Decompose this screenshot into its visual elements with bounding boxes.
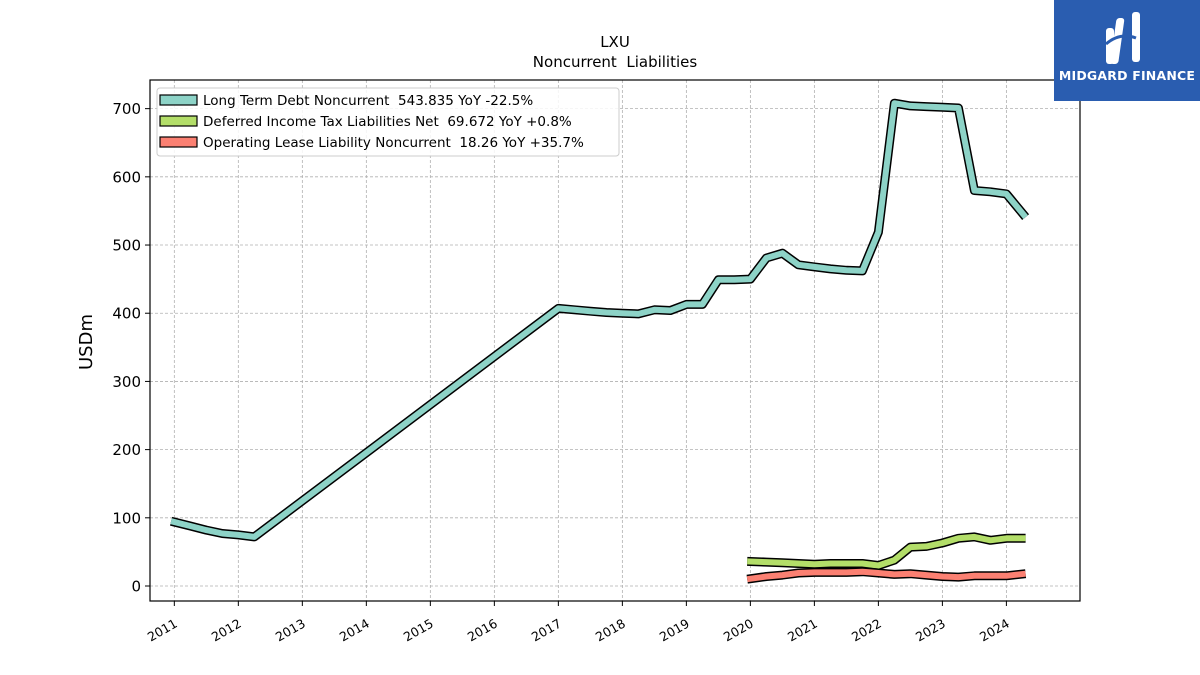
legend-swatch <box>159 115 198 127</box>
x-tick-label: 2020 <box>721 616 756 645</box>
x-tick-label: 2024 <box>977 616 1012 645</box>
brand-mark-icon <box>1105 12 1140 64</box>
series-line-outline-1 <box>170 98 1030 542</box>
x-tick-label: 2013 <box>273 616 308 645</box>
y-tick-label: 200 <box>112 441 141 459</box>
plot-frame <box>149 79 1081 602</box>
x-tick-label: 2019 <box>657 616 692 645</box>
x-tick-label: 2016 <box>465 616 500 645</box>
y-axis-label: USDm <box>76 314 97 370</box>
chart-subtitle: Noncurrent Liabilities <box>533 53 698 71</box>
series-line-2 <box>747 533 1026 569</box>
legend-label: Deferred Income Tax Liabilities Net 69.6… <box>203 114 572 130</box>
y-tick-label: 400 <box>112 305 141 323</box>
legend-box <box>156 87 620 157</box>
grid <box>150 80 1080 601</box>
legend-swatch <box>159 94 198 106</box>
brand-logo: MIDGARD FINANCE <box>1054 0 1200 101</box>
y-tick-label: 600 <box>112 168 141 186</box>
x-tick-label: 2022 <box>849 616 884 645</box>
x-tick-label: 2018 <box>593 616 628 645</box>
x-tick-label: 2015 <box>401 616 436 645</box>
x-tick-label: 2014 <box>337 616 372 645</box>
x-tick-label: 2023 <box>913 616 948 645</box>
y-tick-label: 0 <box>131 577 141 595</box>
y-tick-label: 700 <box>112 100 141 118</box>
series-line-1 <box>170 100 1028 540</box>
y-tick-label: 300 <box>112 373 141 391</box>
chart-title: LXU <box>600 33 630 51</box>
series-line-3 <box>746 568 1026 583</box>
legend-swatch <box>159 136 198 148</box>
y-tick-label: 500 <box>112 237 141 255</box>
legend-label: Long Term Debt Noncurrent 543.835 YoY -2… <box>203 93 533 109</box>
x-tick-label: 2021 <box>785 616 820 645</box>
x-tick-label: 2012 <box>209 616 244 645</box>
y-tick-label: 100 <box>112 509 141 527</box>
legend-label: Operating Lease Liability Noncurrent 18.… <box>203 135 584 151</box>
x-tick-label: 2017 <box>529 616 564 645</box>
x-tick-label: 2011 <box>145 616 180 645</box>
legend: Long Term Debt Noncurrent 543.835 YoY -2… <box>156 87 620 157</box>
brand-name: MIDGARD FINANCE <box>1058 68 1196 83</box>
series-lines <box>170 98 1030 584</box>
